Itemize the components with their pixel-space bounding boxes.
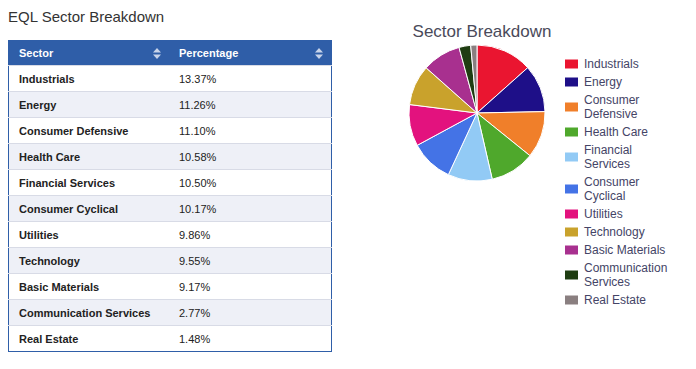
svg-text:Consumer: Consumer (584, 175, 643, 189)
svg-text:Services: Services (584, 275, 630, 289)
svg-text:Sector Breakdown: Sector Breakdown (413, 22, 552, 41)
html-text:Industrials: Industrials (19, 72, 75, 85)
html-text:9.55%: 9.55% (179, 254, 211, 267)
html-text:Utilities: Utilities (19, 228, 59, 241)
svg-text:Health Care: Health Care (584, 125, 648, 139)
html-text:11.26%: 11.26% (179, 98, 216, 111)
html-text:2.77%: 2.77% (179, 306, 211, 319)
html-text:Communication Services: Communication Services (19, 306, 151, 319)
svg-text:Communication: Communication (584, 261, 671, 275)
svg-text:Utilities: Utilities (584, 207, 623, 221)
svg-text:Real Estate: Real Estate (584, 293, 646, 307)
html-text:Technology: Technology (19, 254, 80, 267)
svg-text:Defensive: Defensive (584, 107, 638, 121)
svg-text:Technology: Technology (584, 225, 645, 239)
html-text:Energy: Energy (19, 98, 57, 111)
svg-text:Energy: Energy (584, 75, 622, 89)
html-text:9.17%: 9.17% (179, 280, 211, 293)
html-text:Financial Services: Financial Services (19, 176, 115, 189)
html-text:Consumer Defensive: Consumer Defensive (19, 124, 129, 137)
html-text:Consumer Cyclical: Consumer Cyclical (19, 202, 118, 215)
svg-text:Consumer: Consumer (584, 93, 643, 107)
html-text:EQL Sector Breakdown: EQL Sector Breakdown (8, 8, 165, 25)
svg-text:Cyclical: Cyclical (584, 189, 625, 203)
svg-text:Financial: Financial (584, 143, 635, 157)
html-text:10.50%: 10.50% (179, 176, 217, 189)
html-text:13.37%: 13.37% (179, 72, 217, 85)
html-text:10.58%: 10.58% (179, 150, 217, 163)
html-text:9.86%: 9.86% (179, 228, 211, 241)
svg-text:Services: Services (584, 157, 630, 171)
html-text:Real Estate: Real Estate (19, 332, 79, 345)
html-text:Sector: Sector (19, 47, 54, 59)
html-text:10.17%: 10.17% (179, 202, 217, 215)
html-text:Health Care: Health Care (19, 150, 81, 163)
html-text:1.48%: 1.48% (179, 332, 211, 345)
html-text:Percentage: Percentage (179, 47, 239, 59)
svg-text:Basic Materials: Basic Materials (584, 243, 665, 257)
html-text:Basic Materials: Basic Materials (19, 280, 100, 293)
svg-text:Industrials: Industrials (584, 57, 639, 71)
html-text:11.10%: 11.10% (179, 124, 216, 137)
